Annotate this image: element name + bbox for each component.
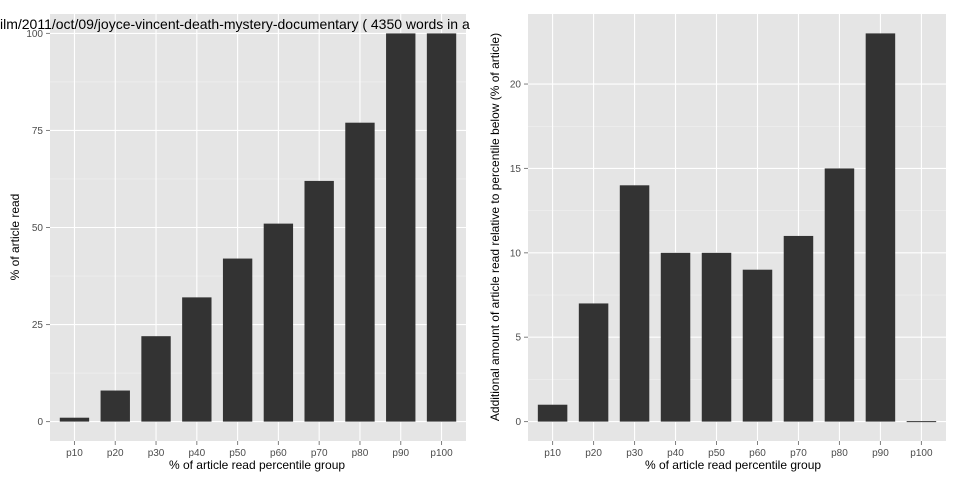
y-tick-label: 0 bbox=[37, 417, 43, 428]
bar bbox=[701, 252, 732, 422]
y-axis-title: % of article read bbox=[8, 194, 22, 281]
x-tick-label: p30 bbox=[148, 448, 165, 459]
bar bbox=[141, 336, 171, 422]
bar bbox=[660, 252, 691, 422]
x-tick-label: p60 bbox=[749, 448, 766, 459]
bar bbox=[386, 33, 416, 422]
left-chart: 0 25 50 75 100 p10 p20 p30 p40 p50 p60 p70 p80 p90 p10… bbox=[0, 14, 470, 472]
bar bbox=[263, 223, 294, 422]
bar bbox=[578, 303, 609, 422]
chart-title: ilm/2011/oct/09/joyce-vincent-death-myst… bbox=[0, 16, 470, 32]
plot-panel: 0 25 50 75 100 p10 p20 p30 p40 p50 p60 p70 p80 p90 p10… bbox=[26, 14, 466, 459]
bar bbox=[426, 33, 457, 422]
x-tick-label: p10 bbox=[544, 448, 561, 459]
x-tick-label: p70 bbox=[790, 448, 807, 459]
bar bbox=[537, 404, 568, 422]
bar bbox=[865, 33, 896, 422]
bar bbox=[619, 185, 650, 422]
x-tick-label: p50 bbox=[708, 448, 725, 459]
x-tick-label: p40 bbox=[188, 448, 205, 459]
x-tick-label: p80 bbox=[831, 448, 848, 459]
x-tick-label: p100 bbox=[430, 448, 453, 459]
x-tick-label: p80 bbox=[352, 448, 369, 459]
bar bbox=[742, 269, 773, 422]
x-tick-label: p100 bbox=[910, 448, 933, 459]
x-tick-label: p30 bbox=[626, 448, 643, 459]
bar bbox=[824, 168, 855, 422]
x-tick-label: p20 bbox=[585, 448, 602, 459]
y-tick-label: 75 bbox=[32, 126, 44, 137]
y-tick-label: 50 bbox=[32, 223, 44, 234]
y-tick-label: 15 bbox=[510, 164, 522, 175]
x-tick-label: p70 bbox=[311, 448, 328, 459]
x-tick-label: p20 bbox=[107, 448, 124, 459]
y-tick-label: 25 bbox=[32, 320, 44, 331]
x-axis-title: % of article read percentile group bbox=[169, 458, 345, 472]
y-axis-title: Additional amount of article read relati… bbox=[488, 33, 502, 421]
bar bbox=[182, 297, 212, 422]
y-tick-label: 20 bbox=[510, 80, 522, 91]
bar bbox=[59, 417, 90, 422]
x-tick-label: p90 bbox=[872, 448, 889, 459]
x-tick-label: p10 bbox=[66, 448, 83, 459]
bar bbox=[345, 122, 375, 422]
plot-panel: 0 5 10 15 20 p10 p20 p30 p40 p50 p60 p70 p80 p90 p100 bbox=[510, 14, 946, 459]
x-tick-label: p90 bbox=[392, 448, 409, 459]
x-tick-label: p50 bbox=[229, 448, 246, 459]
y-tick-label: 100 bbox=[26, 29, 43, 40]
bar bbox=[783, 235, 814, 422]
x-axis-title: % of article read percentile group bbox=[645, 458, 821, 472]
bar bbox=[304, 180, 334, 422]
bar bbox=[222, 258, 253, 422]
x-tick-label: p60 bbox=[270, 448, 287, 459]
y-tick-label: 0 bbox=[515, 417, 521, 428]
y-tick-label: 5 bbox=[515, 333, 521, 344]
bar bbox=[100, 390, 130, 422]
y-tick-label: 10 bbox=[510, 248, 522, 259]
x-tick-label: p40 bbox=[667, 448, 684, 459]
